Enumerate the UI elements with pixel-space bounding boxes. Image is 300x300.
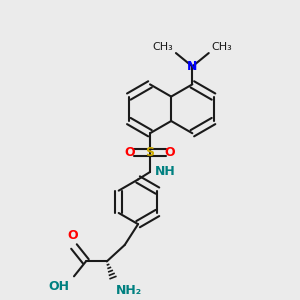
- Text: O: O: [125, 146, 135, 159]
- Text: OH: OH: [49, 280, 70, 293]
- Text: NH: NH: [155, 166, 176, 178]
- Text: S: S: [146, 146, 154, 159]
- Text: O: O: [165, 146, 175, 159]
- Text: CH₃: CH₃: [153, 43, 174, 52]
- Text: NH₂: NH₂: [116, 284, 142, 297]
- Text: CH₃: CH₃: [211, 43, 232, 52]
- Text: O: O: [67, 229, 78, 242]
- Text: N: N: [187, 60, 197, 73]
